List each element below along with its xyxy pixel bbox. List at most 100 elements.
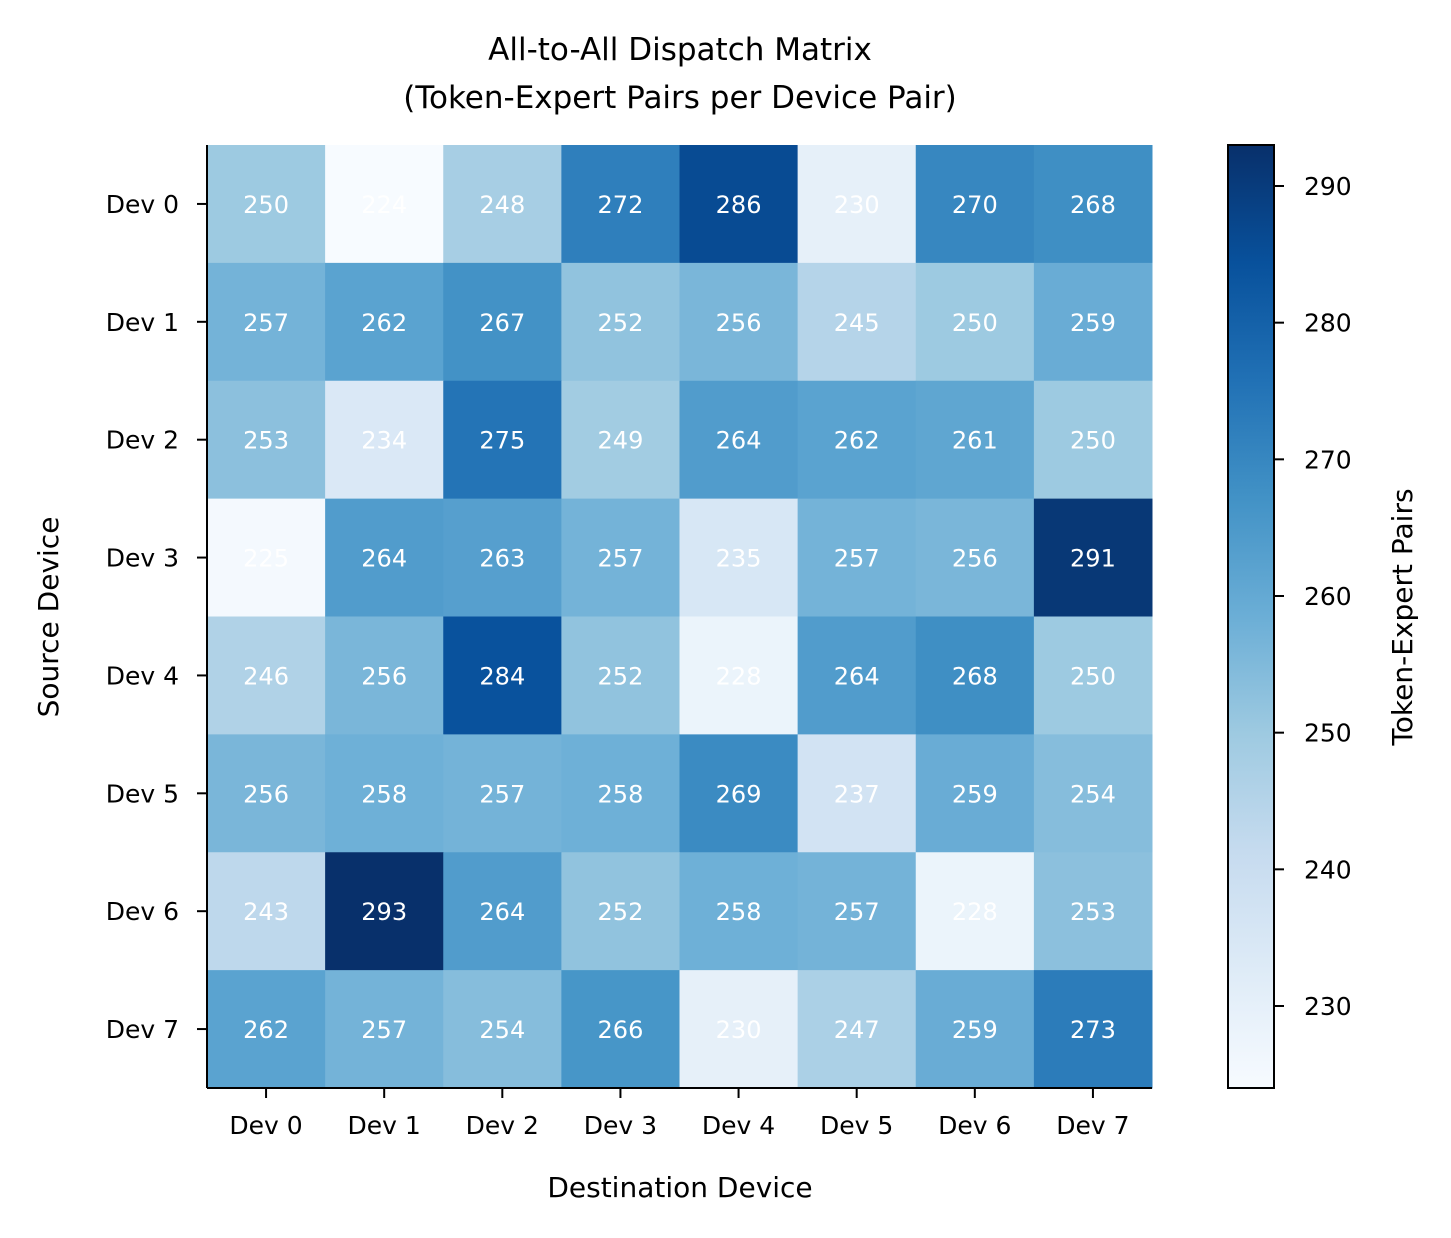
- heatmap-cell: [797, 145, 917, 264]
- heatmap-cell: [679, 145, 799, 264]
- cell-value-label: 250: [243, 191, 289, 219]
- cell-value-label: 254: [1070, 780, 1116, 808]
- cell-value-label: 252: [598, 898, 644, 926]
- cell-value-label: 286: [716, 191, 762, 219]
- cell-value-label: 264: [361, 545, 407, 573]
- heatmap-cell: [561, 380, 680, 500]
- cell-value-label: 291: [1070, 545, 1116, 573]
- heatmap-cell: [325, 852, 444, 971]
- heatmap-cell: [915, 616, 1035, 735]
- y-tick-label: Dev 2: [106, 426, 179, 455]
- cell-value-label: 264: [716, 427, 762, 455]
- heatmap-cell: [915, 734, 1035, 853]
- cell-value-label: 263: [479, 545, 525, 573]
- heatmap-cell: [679, 380, 799, 500]
- y-tick-label: Dev 3: [106, 544, 179, 573]
- heatmap-cell: [325, 970, 444, 1089]
- heatmap-cell: [325, 262, 444, 382]
- y-tick-label: Dev 4: [106, 661, 179, 690]
- colorbar-tick-label: 230: [1304, 992, 1352, 1021]
- cell-value-label: 230: [834, 191, 880, 219]
- heatmap-cell: [1033, 852, 1153, 971]
- cell-value-label: 264: [834, 662, 880, 690]
- colorbar-tick-label: 250: [1304, 719, 1352, 748]
- cell-value-label: 250: [1070, 427, 1116, 455]
- heatmap-cell: [679, 262, 799, 382]
- heatmap-cell: [1033, 734, 1153, 853]
- heatmap-cell: [1033, 498, 1153, 617]
- heatmap-cell: [797, 498, 917, 617]
- heatmap-cell: [443, 498, 562, 617]
- cell-value-label: 253: [243, 427, 289, 455]
- heatmap-cell: [443, 970, 562, 1089]
- cell-value-label: 258: [598, 780, 644, 808]
- colorbar: 230 240 250 260 270 280 290: [1227, 144, 1352, 1089]
- x-tick-label: Dev 7: [1056, 1111, 1129, 1140]
- heatmap-cell: [325, 616, 444, 735]
- cell-value-label: 250: [952, 309, 998, 337]
- cell-value-label: 272: [598, 191, 644, 219]
- heatmap-cell: [561, 145, 680, 264]
- x-tick-label: Dev 0: [229, 1111, 302, 1140]
- cell-value-label: 259: [952, 780, 998, 808]
- heatmap-cell: [325, 498, 444, 617]
- x-tick-label: Dev 6: [938, 1111, 1011, 1140]
- heatmap-cell: [443, 616, 562, 735]
- heatmap-cell: [1033, 262, 1153, 382]
- cell-value-label: 243: [243, 898, 289, 926]
- heatmap-cell: [443, 852, 562, 971]
- cell-value-label: 247: [834, 1016, 880, 1044]
- cell-value-label: 257: [598, 545, 644, 573]
- heatmap-cell: [207, 734, 326, 853]
- cell-value-label: 293: [361, 898, 407, 926]
- y-axis-label: Source Device: [32, 517, 65, 718]
- cell-value-label: 270: [952, 191, 998, 219]
- cell-value-label: 253: [1070, 898, 1116, 926]
- heatmap-cell: [561, 970, 680, 1089]
- cell-value-label: 273: [1070, 1016, 1116, 1044]
- cell-value-label: 267: [479, 309, 525, 337]
- cell-value-label: 268: [952, 662, 998, 690]
- heatmap-cell: [679, 852, 799, 971]
- heatmap-cell: [679, 970, 799, 1089]
- heatmap-cell: [1033, 616, 1153, 735]
- heatmap-cell: [915, 970, 1035, 1089]
- heatmap-cell: [561, 498, 680, 617]
- heatmap-cell: [679, 734, 799, 853]
- cell-value-label: 245: [834, 309, 880, 337]
- heatmap-cells: 250 224 248 272 286 230 270 268 257 262 267 252 256 2…: [207, 145, 1153, 1089]
- heatmap-cell: [797, 852, 917, 971]
- cell-value-label: 257: [479, 780, 525, 808]
- heatmap-cell: [207, 145, 326, 264]
- heatmap-cell: [207, 380, 326, 500]
- heatmap-cell: [443, 380, 562, 500]
- heatmap-cell: [325, 380, 444, 500]
- x-axis-label: Destination Device: [547, 1171, 812, 1204]
- cell-value-label: 257: [834, 898, 880, 926]
- cell-value-label: 262: [834, 427, 880, 455]
- heatmap-cell: [797, 262, 917, 382]
- chart-title-line-1: All-to-All Dispatch Matrix: [488, 32, 872, 68]
- cell-value-label: 259: [1070, 309, 1116, 337]
- cell-value-label: 235: [716, 545, 762, 573]
- y-tick-label: Dev 6: [106, 897, 179, 926]
- cell-value-label: 284: [479, 662, 525, 690]
- cell-value-label: 262: [361, 309, 407, 337]
- cell-value-label: 257: [361, 1016, 407, 1044]
- cell-value-label: 256: [952, 545, 998, 573]
- heatmap-cell: [915, 852, 1035, 971]
- cell-value-label: 225: [243, 545, 289, 573]
- heatmap-cell: [207, 970, 326, 1089]
- chart-title-line-2: (Token-Expert Pairs per Device Pair): [403, 80, 957, 116]
- cell-value-label: 250: [1070, 662, 1116, 690]
- heatmap-cell: [679, 616, 799, 735]
- heatmap-cell: [561, 734, 680, 853]
- colorbar-tick-label: 240: [1304, 855, 1352, 884]
- heatmap-cell: [325, 145, 444, 264]
- cell-value-label: 257: [834, 545, 880, 573]
- heatmap-cell: [797, 734, 917, 853]
- colorbar-tick-label: 270: [1304, 445, 1352, 474]
- cell-value-label: 256: [361, 662, 407, 690]
- heatmap-cell: [443, 145, 562, 264]
- y-tick-label: Dev 5: [106, 779, 179, 808]
